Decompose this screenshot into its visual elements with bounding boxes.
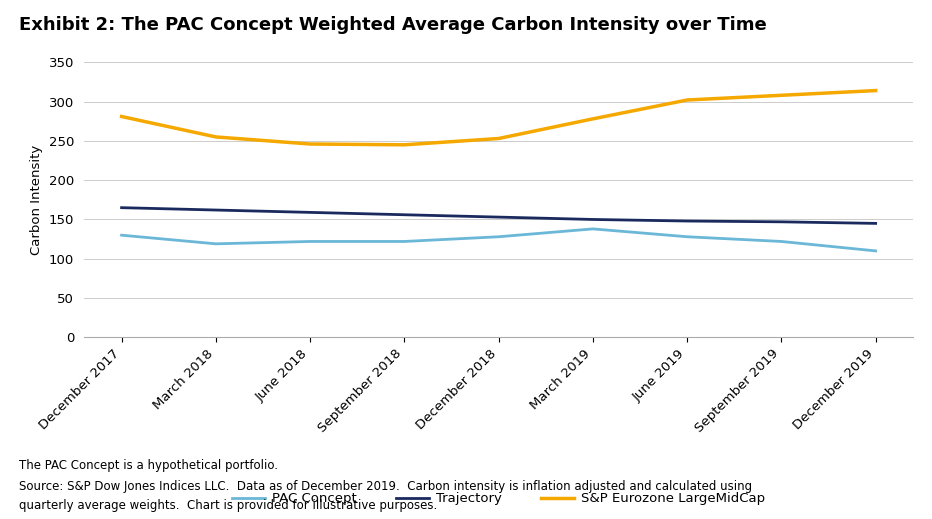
S&P Eurozone LargeMidCap <box>305 141 316 147</box>
Trajectory <box>305 209 316 215</box>
S&P Eurozone LargeMidCap <box>493 135 504 142</box>
PAC Concept <box>681 234 692 240</box>
Trajectory <box>399 212 410 218</box>
PAC Concept <box>305 238 316 244</box>
PAC Concept <box>116 232 127 238</box>
Line: Trajectory: Trajectory <box>121 208 876 223</box>
Trajectory <box>493 214 504 220</box>
S&P Eurozone LargeMidCap <box>116 113 127 119</box>
PAC Concept <box>870 248 882 254</box>
PAC Concept <box>493 234 504 240</box>
Trajectory <box>211 207 222 213</box>
Trajectory <box>870 220 882 226</box>
Line: PAC Concept: PAC Concept <box>121 229 876 251</box>
Trajectory <box>116 204 127 211</box>
Text: quarterly average weights.  Chart is provided for illustrative purposes.: quarterly average weights. Chart is prov… <box>19 499 437 512</box>
PAC Concept <box>587 226 598 232</box>
Text: Source: S&P Dow Jones Indices LLC.  Data as of December 2019.  Carbon intensity : Source: S&P Dow Jones Indices LLC. Data … <box>19 480 752 493</box>
Trajectory <box>587 216 598 223</box>
Line: S&P Eurozone LargeMidCap: S&P Eurozone LargeMidCap <box>121 91 876 145</box>
S&P Eurozone LargeMidCap <box>211 134 222 140</box>
S&P Eurozone LargeMidCap <box>775 92 787 99</box>
PAC Concept <box>775 238 787 244</box>
Text: The PAC Concept is a hypothetical portfolio.: The PAC Concept is a hypothetical portfo… <box>19 459 278 472</box>
Trajectory <box>775 218 787 225</box>
S&P Eurozone LargeMidCap <box>681 97 692 103</box>
Text: Exhibit 2: The PAC Concept Weighted Average Carbon Intensity over Time: Exhibit 2: The PAC Concept Weighted Aver… <box>19 16 766 34</box>
S&P Eurozone LargeMidCap <box>587 116 598 122</box>
S&P Eurozone LargeMidCap <box>870 88 882 94</box>
Y-axis label: Carbon Intensity: Carbon Intensity <box>30 145 43 255</box>
Legend: PAC Concept, Trajectory, S&P Eurozone LargeMidCap: PAC Concept, Trajectory, S&P Eurozone La… <box>227 487 770 511</box>
PAC Concept <box>211 241 222 247</box>
Trajectory <box>681 218 692 224</box>
S&P Eurozone LargeMidCap <box>399 142 410 148</box>
PAC Concept <box>399 238 410 244</box>
